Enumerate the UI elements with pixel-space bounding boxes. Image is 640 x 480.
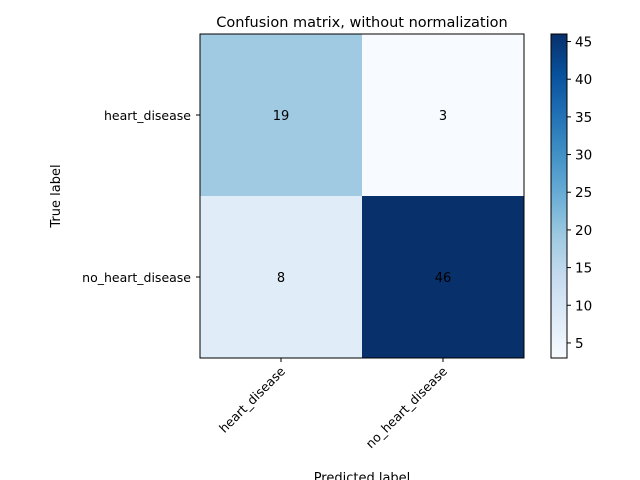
heatmap-cell — [200, 34, 362, 196]
heatmap-cell — [362, 196, 524, 358]
cell-value-label: 3 — [439, 109, 447, 124]
colorbar-tick-label: 10 — [575, 298, 592, 314]
colorbar-tick-label: 15 — [575, 261, 592, 277]
x-axis-label: Predicted label — [314, 471, 411, 480]
heatmap-cells: 19 3 8 46 — [200, 34, 524, 358]
heatmap-cell — [200, 196, 362, 358]
heatmap-cell — [362, 34, 524, 196]
cell-value-label: 46 — [435, 271, 452, 286]
colorbar-gradient — [551, 34, 567, 358]
colorbar-frame — [550, 33, 568, 359]
colorbar-tick-label: 5 — [575, 336, 584, 352]
colorbar-tick-label: 35 — [575, 110, 592, 126]
y-axis-ticks: heart_disease no_heart_disease — [82, 108, 200, 285]
y-tick-label: heart_disease — [104, 108, 191, 123]
colorbar: 5 10 15 20 25 30 35 40 45 — [550, 33, 592, 359]
y-tick-label: no_heart_disease — [82, 270, 191, 285]
colorbar-tick-label: 20 — [575, 223, 592, 239]
colorbar-tick-label: 45 — [575, 35, 592, 51]
cell-value-label: 19 — [273, 109, 290, 124]
plot-frame — [199, 33, 525, 359]
colorbar-tick-label: 40 — [575, 72, 592, 88]
cell-value-label: 8 — [277, 271, 285, 286]
colorbar-tick-label: 25 — [575, 185, 592, 201]
chart-title: Confusion matrix, without normalization — [216, 15, 507, 31]
colorbar-tick-label: 30 — [575, 148, 592, 164]
y-axis-label: True label — [49, 164, 64, 228]
